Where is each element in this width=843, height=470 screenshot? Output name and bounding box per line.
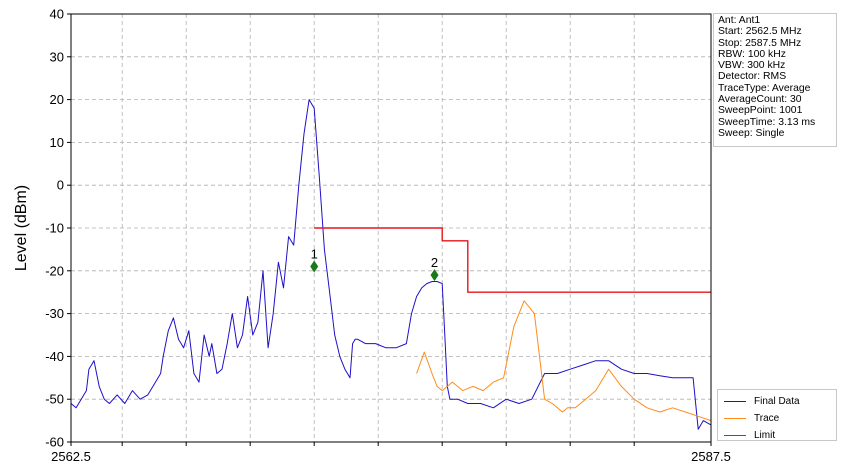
series-line-limit [314,227,711,293]
legend-swatch [724,435,746,436]
y-tick-label: 20 [50,92,64,107]
info-line: Start: 2562.5 MHz [718,26,802,38]
legend-item: Final Data [724,393,836,410]
marker-1-label: 1 [311,247,318,262]
legend-label: Trace [754,413,780,424]
y-tick-label: -60 [45,435,64,450]
y-tick-label: -10 [45,221,64,236]
info-line: Stop: 2587.5 MHz [718,37,802,49]
legend: Final Data Trace Limit [717,389,837,441]
markers: 12 [310,247,439,282]
y-tick-label: 40 [50,7,64,22]
y-axis-label: Level (dBm) [13,185,30,271]
marker-2-diamond [430,269,439,282]
legend-label: Final Data [754,396,800,407]
info-line: TraceType: Average [718,82,811,94]
x-tick-label: 2587.5 [691,449,731,464]
info-line: Sweep: Single [718,127,785,139]
legend-label: Limit [754,430,776,441]
y-tick-label: -20 [45,263,64,278]
legend-item: Limit [724,427,836,444]
y-tick-label: 10 [50,135,64,150]
series-lines [70,99,712,430]
legend-swatch [724,401,746,402]
info-line: RBW: 100 kHz [718,48,786,60]
marker-2-label: 2 [431,255,438,270]
y-tick-label: 0 [57,178,64,193]
y-tick-label: -40 [45,349,64,364]
info-line: AverageCount: 30 [718,94,802,106]
x-tick-label: 2562.5 [51,449,91,464]
series-line-final-data [70,99,712,430]
info-line: VBW: 300 kHz [718,60,786,72]
info-line: Ant: Ant1 [718,15,761,26]
marker-1-diamond [310,260,319,273]
info-line: SweepPoint: 1001 [718,105,803,117]
info-line: Detector: RMS [718,71,787,83]
grid-lines [71,14,711,442]
y-tick-label: 30 [50,49,64,64]
y-tick-label: -50 [45,392,64,407]
y-tick-label: -30 [45,306,64,321]
legend-item: Trace [724,410,836,427]
settings-info-box: Ant: Ant1 Start: 2562.5 MHz Stop: 2587.5 M… [713,13,837,147]
legend-swatch [724,418,746,419]
series-line-trace [416,300,712,422]
y-axis-ticks: -60 -50 -40 -30 -20 -10 0 10 20 30 40 [45,7,71,450]
x-axis-ticks: 2562.5 2587.5 [51,442,731,464]
info-line: SweepTime: 3.13 ms [718,116,816,128]
